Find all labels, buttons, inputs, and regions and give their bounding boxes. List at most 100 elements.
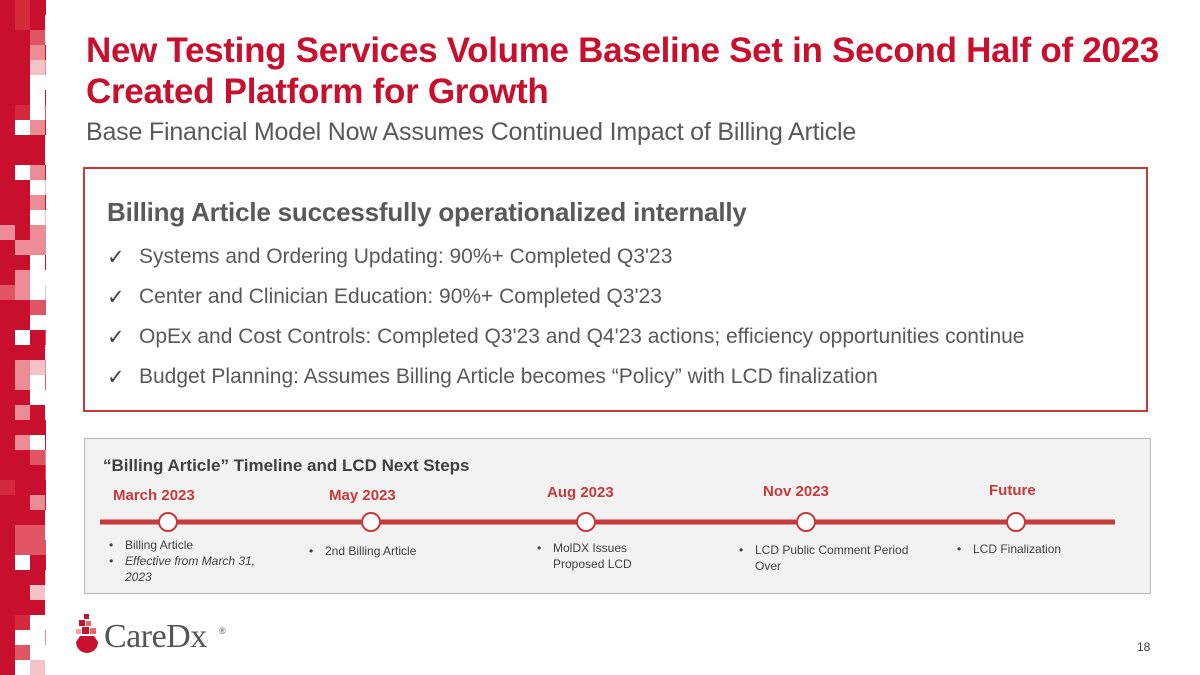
mosaic-tile bbox=[45, 195, 46, 210]
mosaic-tile bbox=[0, 90, 15, 105]
mosaic-tile bbox=[0, 495, 15, 510]
milestone-note: Effective from March 31, 2023 bbox=[107, 553, 267, 585]
mosaic-tile bbox=[15, 30, 30, 45]
milestone-date-nov-2023: Nov 2023 bbox=[763, 483, 829, 500]
mosaic-tile bbox=[0, 180, 15, 195]
mosaic-tile bbox=[0, 615, 15, 630]
mosaic-tile bbox=[30, 660, 45, 675]
mosaic-tile bbox=[45, 270, 46, 285]
timeline-node-future bbox=[1006, 512, 1026, 532]
mosaic-tile bbox=[0, 0, 15, 15]
mosaic-tile bbox=[45, 255, 46, 270]
mosaic-tile bbox=[15, 60, 30, 75]
mosaic-tile bbox=[0, 600, 15, 615]
mosaic-tile bbox=[15, 240, 30, 255]
mosaic-tile bbox=[30, 525, 45, 540]
mosaic-tile bbox=[15, 615, 30, 630]
mosaic-tile bbox=[0, 375, 15, 390]
mosaic-tile bbox=[30, 405, 45, 420]
title-line-2: Created Platform for Growth bbox=[86, 72, 549, 111]
mosaic-tile bbox=[30, 90, 45, 105]
mosaic-tile bbox=[0, 330, 15, 345]
mosaic-tile bbox=[45, 240, 46, 255]
mosaic-tile bbox=[30, 210, 45, 225]
mosaic-tile bbox=[15, 315, 30, 330]
mosaic-tile bbox=[0, 225, 15, 240]
mosaic-tile bbox=[15, 75, 30, 90]
checklist-item: ✓ Center and Clinician Education: 90%+ C… bbox=[107, 277, 1024, 317]
timeline-panel: “Billing Article” Timeline and LCD Next … bbox=[84, 438, 1151, 594]
mosaic-tile bbox=[30, 240, 45, 255]
registered-mark: ® bbox=[219, 626, 226, 636]
mosaic-tile bbox=[0, 540, 15, 555]
timeline-title: “Billing Article” Timeline and LCD Next … bbox=[103, 456, 470, 475]
mosaic-tile bbox=[45, 375, 46, 390]
mosaic-tile bbox=[15, 555, 30, 570]
mosaic-tile bbox=[15, 270, 30, 285]
milestone-note: LCD Finalization bbox=[955, 541, 1105, 557]
mosaic-tile bbox=[30, 615, 45, 630]
mosaic-tile bbox=[30, 420, 45, 435]
mosaic-tile bbox=[45, 45, 46, 60]
mosaic-tile bbox=[15, 300, 30, 315]
mosaic-tile bbox=[30, 540, 45, 555]
mosaic-tile bbox=[0, 270, 15, 285]
milestone-date-future: Future bbox=[989, 482, 1036, 499]
mosaic-tile bbox=[0, 645, 15, 660]
mosaic-tile bbox=[30, 60, 45, 75]
caredx-logo: CareDx ® bbox=[72, 612, 242, 662]
mosaic-tile bbox=[30, 645, 45, 660]
checkmark-icon: ✓ bbox=[107, 325, 125, 349]
mosaic-tile bbox=[15, 570, 30, 585]
mosaic-tile bbox=[30, 30, 45, 45]
mosaic-tile bbox=[45, 525, 46, 540]
timeline-node-may-2023 bbox=[361, 512, 381, 532]
milestone-note: 2nd Billing Article bbox=[307, 543, 487, 559]
milestone-date-march-2023: March 2023 bbox=[113, 487, 195, 504]
mosaic-tile bbox=[30, 135, 45, 150]
timeline-node-aug-2023 bbox=[576, 512, 596, 532]
mosaic-tile bbox=[30, 555, 45, 570]
mosaic-tile bbox=[0, 240, 15, 255]
mosaic-tile bbox=[45, 510, 46, 525]
mosaic-tile bbox=[45, 135, 46, 150]
mosaic-tile bbox=[15, 0, 30, 15]
title-line-1: New Testing Services Volume Baseline Set… bbox=[86, 31, 1159, 70]
mosaic-tile bbox=[0, 195, 15, 210]
mosaic-tile bbox=[45, 600, 46, 615]
mosaic-tile bbox=[0, 510, 15, 525]
milestone-note: LCD Public Comment Period Over bbox=[737, 542, 922, 574]
mosaic-tile bbox=[0, 450, 15, 465]
mosaic-tile bbox=[30, 150, 45, 165]
mosaic-tile bbox=[30, 495, 45, 510]
mosaic-tile bbox=[0, 585, 15, 600]
checklist-item: ✓ Systems and Ordering Updating: 90%+ Co… bbox=[107, 237, 1024, 277]
mosaic-tile bbox=[45, 180, 46, 195]
milestone-date-may-2023: May 2023 bbox=[329, 487, 396, 504]
mosaic-tile bbox=[30, 165, 45, 180]
mosaic-tile bbox=[45, 660, 46, 675]
checklist-item-text: Systems and Ordering Updating: 90%+ Comp… bbox=[139, 245, 673, 268]
mosaic-tile bbox=[15, 15, 30, 30]
slide-subtitle: Base Financial Model Now Assumes Continu… bbox=[86, 118, 857, 146]
mosaic-tile bbox=[30, 435, 45, 450]
mosaic-tile bbox=[45, 585, 46, 600]
mosaic-tile bbox=[0, 150, 15, 165]
mosaic-tile bbox=[30, 255, 45, 270]
slide-title: New Testing Services Volume Baseline Set… bbox=[86, 30, 1186, 112]
mosaic-tile bbox=[15, 420, 30, 435]
mosaic-tile bbox=[45, 495, 46, 510]
milestone-note: Billing Article bbox=[107, 537, 267, 553]
mosaic-tile bbox=[0, 480, 15, 495]
mosaic-tile bbox=[45, 570, 46, 585]
mosaic-tile bbox=[45, 0, 46, 15]
mosaic-tile bbox=[15, 630, 30, 645]
mosaic-tile bbox=[0, 345, 15, 360]
milestone-date-aug-2023: Aug 2023 bbox=[547, 484, 614, 501]
mosaic-tile bbox=[30, 390, 45, 405]
mosaic-tile bbox=[30, 330, 45, 345]
mosaic-tile bbox=[30, 285, 45, 300]
mosaic-tile bbox=[45, 360, 46, 375]
mosaic-tile bbox=[30, 15, 45, 30]
mosaic-tile bbox=[0, 75, 15, 90]
